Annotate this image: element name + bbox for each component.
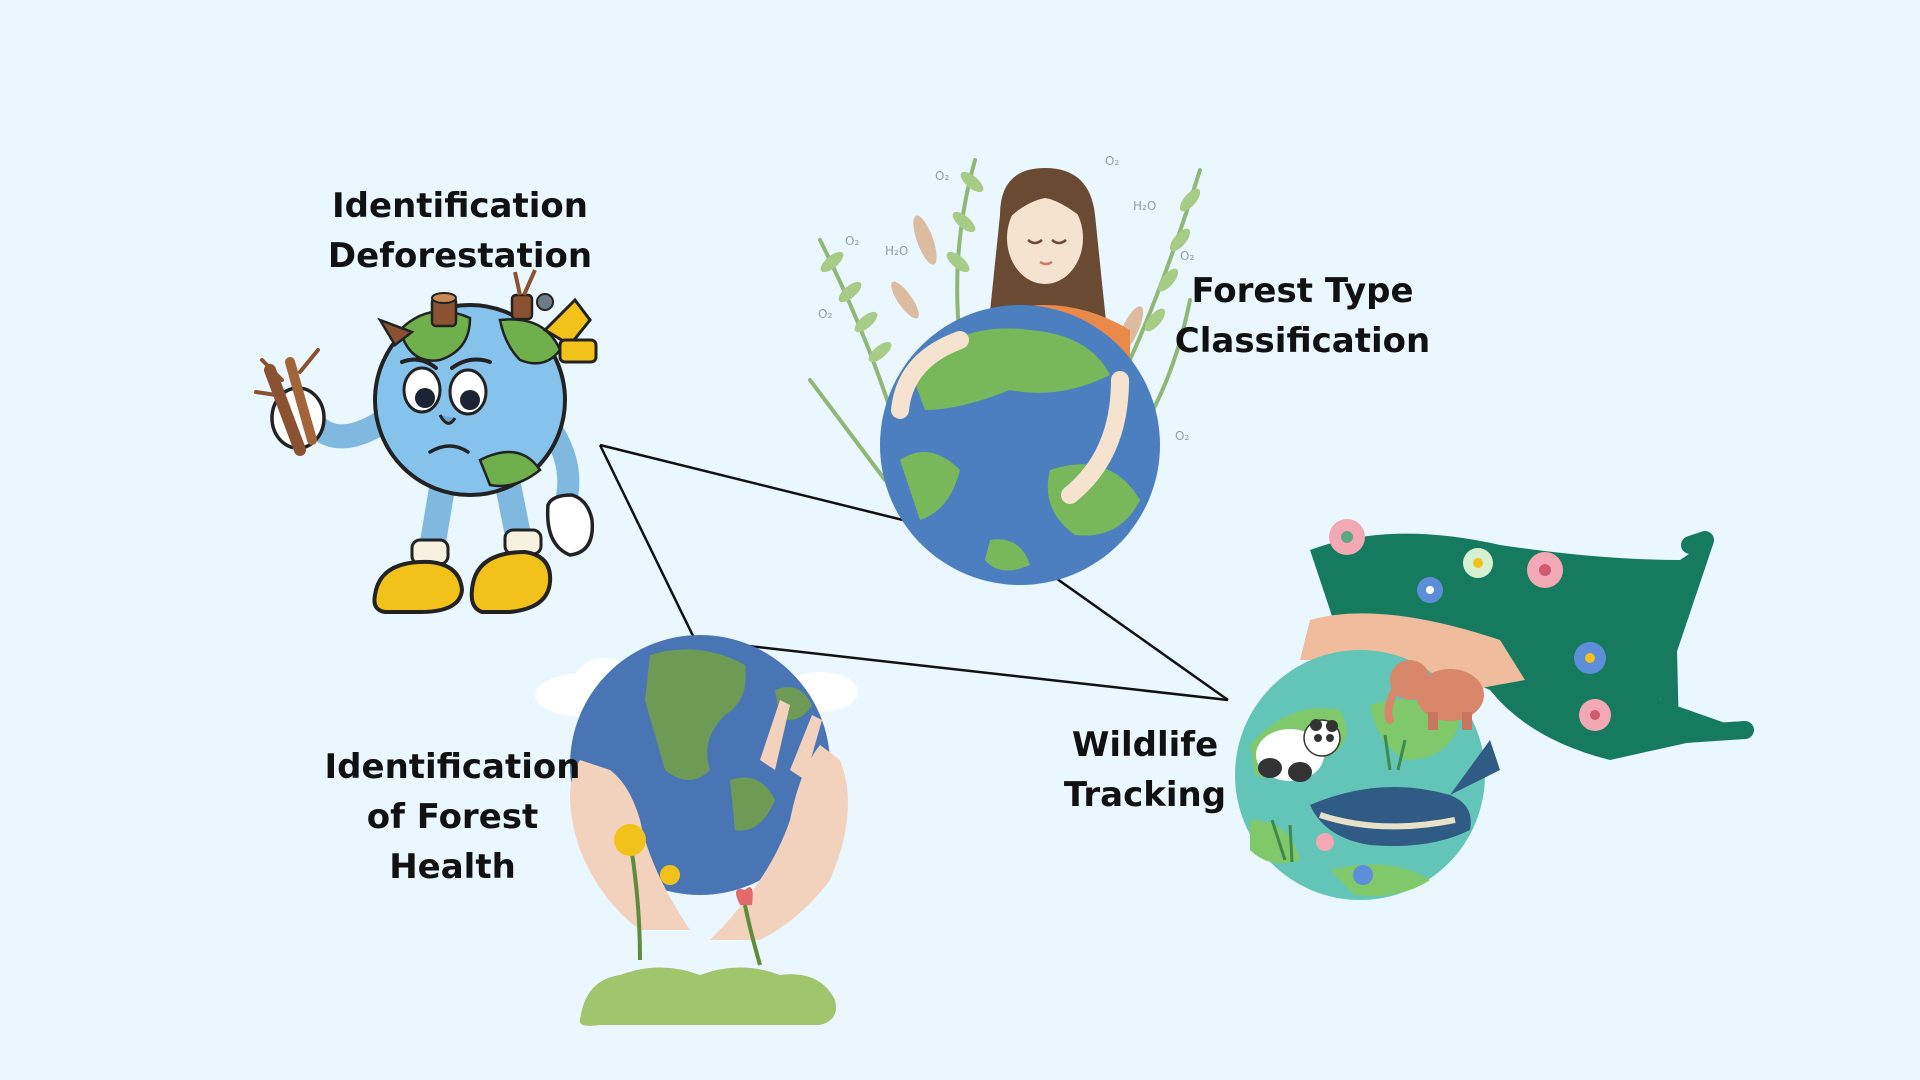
hands-holding-earth-icon [535,635,858,1026]
label-line: Forest Type [1191,271,1414,311]
girl-hugging-earth-icon: O₂ H₂O O₂ H₂O O₂ O₂ O₂ O₂ [808,154,1202,585]
label-line: Identification [332,186,588,226]
person-hugging-wildlife-globe-icon [1235,519,1754,900]
svg-text:O₂: O₂ [1180,249,1194,263]
svg-text:O₂: O₂ [845,234,859,248]
label-line: Deforestation [327,236,593,276]
label-line: of Forest [366,797,539,837]
label-identification-forest-health: Identification of Forest Health [320,742,585,892]
label-line: Identification [324,747,581,787]
label-wildlife-tracking: Wildlife Tracking [1060,720,1230,820]
svg-text:O₂: O₂ [1175,429,1189,443]
svg-text:O₂: O₂ [1105,154,1119,168]
svg-text:O₂: O₂ [818,307,832,321]
connector-wildlife-health [694,638,1229,702]
svg-text:H₂O: H₂O [885,244,908,258]
label-line: Classification [1174,321,1431,361]
label-line: Health [389,847,516,887]
label-identification-deforestation: Identification Deforestation [320,181,600,281]
svg-text:O₂: O₂ [935,169,949,183]
connector-health-deforestation [598,444,697,641]
svg-text:H₂O: H₂O [1133,199,1156,213]
label-line: Wildlife [1071,725,1219,765]
label-forest-type-classification: Forest Type Classification [1170,266,1435,366]
sad-earth-cartoon-icon [254,269,598,614]
label-line: Tracking [1063,775,1227,815]
